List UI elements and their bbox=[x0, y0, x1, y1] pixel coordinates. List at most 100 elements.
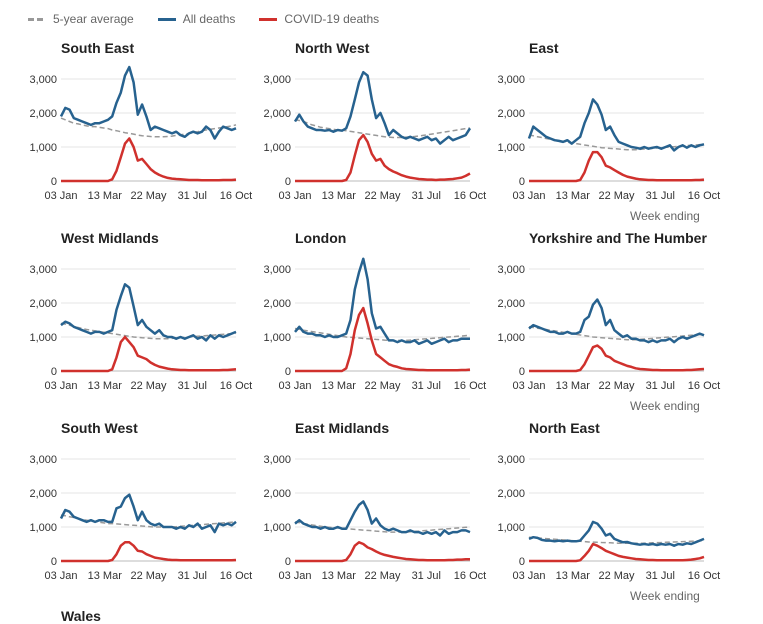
y-tick-label: 0 bbox=[285, 556, 291, 568]
series-line-5-year-average bbox=[294, 119, 471, 139]
x-tick-label: 31 Jul bbox=[646, 190, 675, 202]
series-line-5-year-average bbox=[60, 117, 237, 138]
panel-south-west: South West 0 1,000 2,000 3,000 03 Jan 13 Mar 22… bbox=[29, 420, 283, 600]
x-tick-label: 13 Mar bbox=[88, 190, 123, 202]
x-tick-label: 03 Jan bbox=[44, 380, 77, 392]
x-tick-label: 03 Jan bbox=[512, 380, 545, 392]
line-chart: 0 1,000 2,000 3,000 03 Jan 13 Mar 22 May 31 Jul… bbox=[29, 65, 252, 202]
x-tick-label: 13 Mar bbox=[322, 570, 357, 582]
line-chart: 0 1,000 2,000 3,000 03 Jan 13 Mar 22 May 31 Jul… bbox=[29, 264, 252, 392]
x-tick-label: 22 May bbox=[130, 570, 167, 582]
legend-swatch-dashed bbox=[28, 17, 46, 21]
x-tick-label: 16 Oct bbox=[454, 190, 486, 202]
line-chart: 0 1,000 2,000 3,000 03 Jan 13 Mar 22 May 31 Jul… bbox=[263, 454, 486, 582]
series-line-5-year-average bbox=[528, 326, 705, 341]
x-tick-label: 16 Oct bbox=[220, 570, 252, 582]
y-tick-label: 2,000 bbox=[497, 488, 525, 500]
x-tick-label: 03 Jan bbox=[278, 190, 311, 202]
x-tick-label: 31 Jul bbox=[178, 190, 207, 202]
series-line-covid-19-deaths bbox=[529, 344, 705, 373]
y-tick-label: 0 bbox=[519, 366, 525, 378]
y-tick-label: 3,000 bbox=[263, 74, 291, 86]
y-tick-label: 2,000 bbox=[263, 488, 291, 500]
legend-swatch-red bbox=[259, 17, 278, 21]
y-tick-label: 1,000 bbox=[497, 142, 525, 154]
line-chart: 0 1,000 2,000 3,000 03 Jan 13 Mar 22 May 31 Jul… bbox=[263, 257, 486, 392]
x-axis-title: Week ending bbox=[630, 589, 700, 603]
series-line-covid-19-deaths bbox=[295, 133, 471, 183]
x-tick-label: 13 Mar bbox=[88, 380, 123, 392]
panel-title: East Midlands bbox=[295, 420, 390, 436]
panel-title: London bbox=[295, 230, 347, 246]
panel-title: South West bbox=[61, 420, 138, 436]
series-line-5-year-average bbox=[60, 514, 237, 528]
panel-title: Yorkshire and The Humber bbox=[529, 230, 707, 246]
panel-title: South East bbox=[61, 40, 135, 56]
series-line-all-deaths bbox=[294, 500, 471, 537]
series-line-5-year-average bbox=[294, 521, 471, 533]
y-tick-label: 3,000 bbox=[263, 454, 291, 466]
series-line-all-deaths bbox=[527, 98, 705, 152]
x-tick-label: 31 Jul bbox=[646, 570, 675, 582]
x-tick-label: 03 Jan bbox=[278, 380, 311, 392]
series-line-covid-19-deaths bbox=[61, 541, 237, 563]
x-tick-label: 31 Jul bbox=[646, 380, 675, 392]
x-tick-label: 22 May bbox=[364, 380, 401, 392]
x-tick-label: 22 May bbox=[130, 380, 167, 392]
y-tick-label: 3,000 bbox=[29, 74, 57, 86]
x-tick-label: 31 Jul bbox=[178, 380, 207, 392]
series-line-covid-19-deaths bbox=[529, 150, 705, 183]
x-tick-label: 13 Mar bbox=[88, 570, 123, 582]
y-tick-label: 2,000 bbox=[263, 108, 291, 120]
x-tick-label: 13 Mar bbox=[322, 380, 357, 392]
panel-yorkshire-and-the-humber: Yorkshire and The Humber 0 1,000 2,000 3,000… bbox=[497, 230, 751, 410]
y-tick-label: 0 bbox=[51, 556, 57, 568]
line-chart: 0 1,000 2,000 3,000 03 Jan 13 Mar 22 May 31 Jul… bbox=[263, 70, 486, 202]
x-tick-label: 16 Oct bbox=[220, 380, 252, 392]
y-tick-label: 2,000 bbox=[29, 488, 57, 500]
y-tick-label: 1,000 bbox=[29, 332, 57, 344]
legend-item-5yr-average: 5-year average bbox=[28, 12, 134, 26]
x-tick-label: 03 Jan bbox=[512, 190, 545, 202]
series-line-5-year-average bbox=[528, 536, 705, 545]
line-chart: 0 1,000 2,000 3,000 03 Jan 13 Mar 22 May 31 Jul… bbox=[497, 454, 720, 582]
y-tick-label: 2,000 bbox=[29, 298, 57, 310]
x-tick-label: 22 May bbox=[598, 190, 635, 202]
panel-west-midlands: West Midlands 0 1,000 2,000 3,000 03 Jan 13 Ma… bbox=[29, 230, 283, 410]
series-line-all-deaths bbox=[59, 65, 237, 140]
x-tick-label: 03 Jan bbox=[278, 570, 311, 582]
x-tick-label: 13 Mar bbox=[556, 190, 591, 202]
x-tick-label: 13 Mar bbox=[322, 190, 357, 202]
y-tick-label: 0 bbox=[519, 176, 525, 188]
x-tick-label: 16 Oct bbox=[454, 380, 486, 392]
x-axis-title: Week ending bbox=[630, 399, 700, 413]
y-tick-label: 2,000 bbox=[263, 298, 291, 310]
x-tick-label: 31 Jul bbox=[412, 380, 441, 392]
panel-title: North East bbox=[529, 420, 600, 436]
x-tick-label: 03 Jan bbox=[512, 570, 545, 582]
y-tick-label: 0 bbox=[51, 176, 57, 188]
series-line-covid-19-deaths bbox=[529, 542, 705, 563]
x-tick-label: 16 Oct bbox=[454, 570, 486, 582]
series-line-covid-19-deaths bbox=[61, 137, 237, 183]
series-line-all-deaths bbox=[60, 283, 237, 342]
y-tick-label: 1,000 bbox=[29, 142, 57, 154]
x-tick-label: 16 Oct bbox=[688, 570, 720, 582]
y-tick-label: 3,000 bbox=[497, 454, 525, 466]
chart-legend: 5-year average All deaths COVID-19 death… bbox=[28, 12, 379, 26]
x-tick-label: 22 May bbox=[364, 570, 401, 582]
y-tick-label: 3,000 bbox=[497, 264, 525, 276]
y-tick-label: 0 bbox=[519, 556, 525, 568]
series-line-all-deaths bbox=[528, 520, 705, 547]
line-chart: 0 1,000 2,000 3,000 03 Jan 13 Mar 22 May 31 Jul… bbox=[497, 74, 720, 202]
y-tick-label: 2,000 bbox=[497, 108, 525, 120]
legend-swatch-blue bbox=[157, 17, 176, 21]
x-tick-label: 22 May bbox=[598, 380, 635, 392]
panel-east: East 0 1,000 2,000 3,000 03 Jan 13 Mar 22 May 31… bbox=[497, 40, 751, 220]
y-tick-label: 2,000 bbox=[497, 298, 525, 310]
x-tick-label: 03 Jan bbox=[44, 190, 77, 202]
x-tick-label: 31 Jul bbox=[178, 570, 207, 582]
panel-london: London 0 1,000 2,000 3,000 03 Jan 13 Mar 22 May… bbox=[263, 230, 517, 410]
y-tick-label: 3,000 bbox=[29, 264, 57, 276]
x-tick-label: 13 Mar bbox=[556, 380, 591, 392]
